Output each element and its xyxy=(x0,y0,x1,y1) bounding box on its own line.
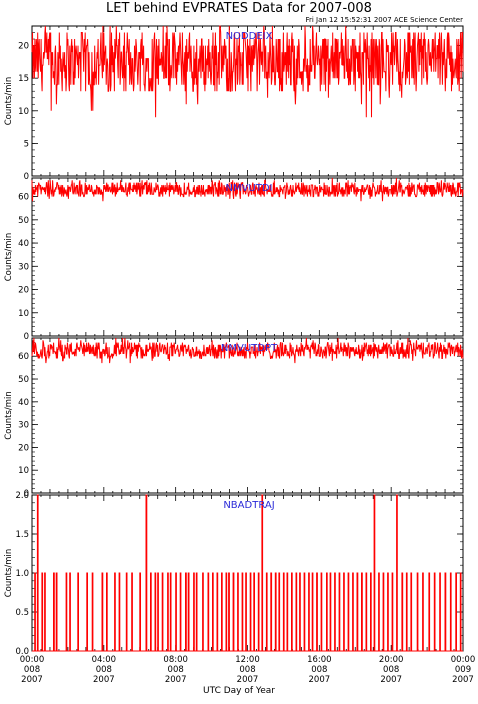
panel-frame xyxy=(31,177,464,337)
data-series-line xyxy=(32,494,463,652)
y-tick-label: 1.5 xyxy=(15,530,29,540)
x-axis-labels: 00:00008200704:00008200708:00008200712:0… xyxy=(20,655,476,685)
x-tick-label: 12:00 xyxy=(235,655,260,665)
x-tick-label: 008 xyxy=(311,665,327,675)
panel-3: 0 10 20 30 40 50 60 Counts/min NMVUTDPT xyxy=(4,337,464,499)
timestamp-label: Fri Jan 12 15:52:31 2007 ACE Science Cen… xyxy=(305,16,463,24)
x-tick-label: 008 xyxy=(239,665,255,675)
x-tick-label: 008 xyxy=(383,665,399,675)
panel-frame xyxy=(31,337,464,494)
panel-title: NMVUTDI xyxy=(225,183,272,194)
y-tick-label: 1.0 xyxy=(15,569,29,579)
y-tick-label: 5 xyxy=(24,139,29,149)
y-tick-label: 15 xyxy=(18,74,29,84)
y-axis-label: Counts/min xyxy=(4,77,14,126)
y-tick-label: 60 xyxy=(18,352,29,362)
x-tick-label: 2007 xyxy=(21,675,43,685)
panel-title: NMVUTDPT xyxy=(221,343,278,354)
panel-title: NODDEIX xyxy=(226,31,273,42)
x-tick-label: 20:00 xyxy=(379,655,404,665)
y-tick-label: 50 xyxy=(18,216,29,226)
y-tick-label: 20 xyxy=(18,443,29,453)
y-tick-label: 0.5 xyxy=(15,608,29,618)
x-tick-label: 00:00 xyxy=(20,655,45,665)
x-tick-label: 2007 xyxy=(452,675,474,685)
x-tick-label: 00:00 xyxy=(451,655,476,665)
x-tick-label: 04:00 xyxy=(92,655,117,665)
x-tick-label: 2007 xyxy=(380,675,402,685)
y-tick-label: 60 xyxy=(18,193,29,203)
y-tick-label: 30 xyxy=(18,262,29,272)
y-axis-label: Counts/min xyxy=(4,549,14,598)
x-axis-title: UTC Day of Year xyxy=(203,686,275,696)
y-axis-label: Counts/min xyxy=(4,233,14,282)
panel-1: 0 5 10 15 20 Counts/min NODDEIX xyxy=(4,25,464,182)
x-tick-label: 2007 xyxy=(309,675,331,685)
y-tick-label: 0.0 xyxy=(15,647,29,657)
y-tick-label: 40 xyxy=(18,239,29,249)
y-tick-label: 20 xyxy=(18,286,29,296)
data-series-line xyxy=(31,177,464,202)
x-tick-label: 2007 xyxy=(165,675,187,685)
y-tick-label: 0 xyxy=(24,172,29,182)
y-tick-label: 10 xyxy=(18,309,29,319)
x-tick-label: 08:00 xyxy=(163,655,188,665)
y-tick-label: 0 xyxy=(24,332,29,342)
x-tick-label: 2007 xyxy=(237,675,259,685)
panel-2: 0 10 20 30 40 50 60 Counts/min NMVUTDI xyxy=(4,177,464,342)
x-tick-label: 008 xyxy=(24,665,40,675)
data-series-line xyxy=(31,337,464,364)
y-tick-label: 10 xyxy=(18,466,29,476)
data-series-line xyxy=(31,25,464,118)
panel-4: 0.0 0.5 1.0 1.5 2.0 Counts/min NBADTRAJ xyxy=(4,491,464,657)
x-tick-label: 2007 xyxy=(93,675,115,685)
y-tick-label: 0 xyxy=(24,489,29,499)
x-tick-label: 009 xyxy=(455,665,471,675)
y-tick-label: 30 xyxy=(18,421,29,431)
panels-group: 0 5 10 15 20 Counts/min NODDEIX 0 10 20 30 40 50 60 Co… xyxy=(4,25,464,657)
y-tick-label: 10 xyxy=(18,107,29,117)
x-tick-label: 16:00 xyxy=(307,655,332,665)
y-tick-label: 20 xyxy=(18,42,29,52)
page-title: LET behind EVPRATES Data for 2007-008 xyxy=(106,1,372,16)
panel-frame xyxy=(31,494,464,652)
panel-title: NBADTRAJ xyxy=(223,500,274,511)
y-tick-label: 40 xyxy=(18,398,29,408)
y-tick-label: 50 xyxy=(18,375,29,385)
y-tick-label: 2.0 xyxy=(15,491,29,501)
x-tick-label: 008 xyxy=(168,665,184,675)
y-axis-label: Counts/min xyxy=(4,391,14,440)
x-tick-label: 008 xyxy=(96,665,112,675)
